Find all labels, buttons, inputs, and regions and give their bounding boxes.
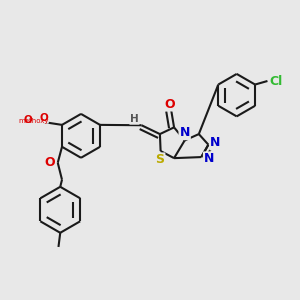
Text: O: O xyxy=(23,115,32,125)
Text: Cl: Cl xyxy=(269,74,282,88)
Text: O: O xyxy=(45,156,55,169)
Text: N: N xyxy=(210,136,220,149)
Text: methoxy: methoxy xyxy=(18,118,49,124)
Text: O: O xyxy=(39,113,48,123)
Text: N: N xyxy=(204,152,214,165)
Text: S: S xyxy=(155,153,164,167)
Text: H: H xyxy=(130,114,139,124)
Text: O: O xyxy=(164,98,175,110)
Text: N: N xyxy=(179,126,190,139)
